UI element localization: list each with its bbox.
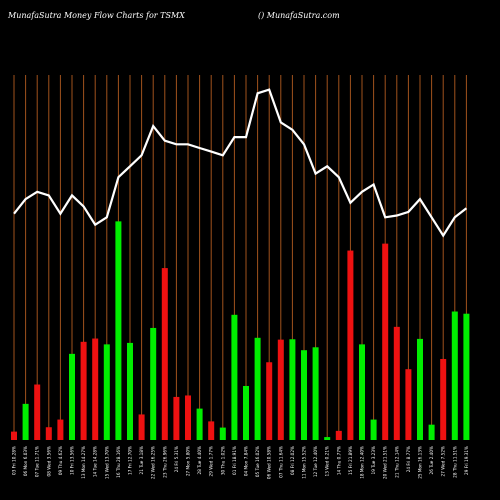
x-tick-label: 13 Mon 14.27% — [81, 446, 86, 479]
money-flow-bars — [11, 221, 470, 440]
money-flow-bar — [428, 424, 435, 440]
x-tick-label: 29 Wed 1.77% — [209, 446, 214, 476]
x-tick-label: 28 Tue 4.40% — [197, 446, 202, 474]
x-tick-label: 21 Thu 12.14% — [394, 446, 399, 478]
money-flow-bar — [417, 338, 423, 440]
money-flow-bar — [92, 338, 99, 440]
money-flow-bar — [382, 243, 389, 440]
x-tick-label: 07 Thu 11.64% — [278, 446, 283, 478]
money-flow-bar — [138, 414, 145, 440]
money-flow-bar — [173, 396, 180, 440]
watermark: () MunafaSutra.com — [258, 11, 340, 20]
x-tick-label: 06 Mon 6.03% — [23, 446, 28, 476]
x-tick-label: 27 Mon 5.80% — [186, 446, 191, 476]
money-flow-bar — [301, 350, 307, 440]
x-tick-label: 04 Mon 7.84% — [244, 446, 249, 476]
money-flow-bar — [57, 419, 64, 440]
money-flow-bar — [161, 268, 168, 440]
money-flow-bar — [185, 395, 191, 440]
x-tick-label: 15 Fri 21.89% — [348, 446, 353, 475]
x-tick-label: 24 Fri 8.77% — [406, 446, 411, 472]
x-tick-label: 14 Thu 0.77% — [336, 446, 341, 475]
x-tick-label: 08 Wed 3.56% — [46, 446, 51, 476]
money-flow-bar — [11, 431, 17, 440]
money-flow-bar — [359, 344, 365, 440]
money-flow-bar — [34, 384, 41, 440]
chart-title: MunafaSutra Money Flow Charts for TSMX — [7, 11, 185, 20]
x-tick-label: 23 Thu 26.96% — [162, 446, 167, 478]
money-flow-bar — [463, 313, 470, 440]
x-tick-label: 09 Thu 4.62% — [58, 446, 63, 475]
money-flow-bar — [393, 326, 400, 440]
x-tick-label: 28 Thu 11.51% — [452, 446, 457, 478]
money-flow-bar — [231, 314, 238, 440]
money-flow-bar — [127, 342, 133, 440]
x-tick-label: 07 Tue 11.71% — [35, 446, 40, 477]
x-tick-label: 01 Fri 18.91% — [232, 446, 237, 475]
money-flow-bar — [80, 341, 87, 440]
x-tick-label: 05 Tue 16.02% — [255, 446, 260, 477]
x-tick-label: 22 Wed 16.25% — [151, 446, 156, 479]
x-tick-label: 29 Fri 19.31% — [464, 446, 469, 475]
money-flow-bar — [347, 250, 354, 440]
money-flow-bar — [254, 337, 261, 440]
money-flow-bar — [219, 427, 226, 440]
x-tick-label: 24 Fri 5.31% — [174, 446, 179, 472]
x-tick-label: 11 Mon 15.52% — [302, 446, 307, 479]
money-flow-bar — [277, 339, 284, 440]
x-tick-label: 15 Wed 13.70% — [104, 446, 109, 479]
x-tick-label: 14 Tue 14.28% — [93, 446, 98, 477]
money-flow-bar — [69, 353, 75, 440]
money-flow-bar — [370, 419, 377, 440]
x-tick-label: 27 Wed 7.52% — [441, 446, 446, 476]
money-flow-bar — [243, 385, 249, 440]
money-flow-bar — [115, 221, 122, 440]
x-tick-label: 13 Wed 0.21% — [325, 446, 330, 476]
money-flow-bar — [451, 311, 458, 440]
money-flow-bar — [22, 403, 29, 440]
x-tick-label: 21 Tue 3.18% — [139, 446, 144, 474]
money-flow-bar — [312, 347, 319, 440]
x-tick-label: 20 Wed 21.51% — [383, 446, 388, 479]
price-line — [13, 88, 468, 238]
money-flow-bar — [405, 369, 412, 440]
x-tick-label: 03 Fri 10.28% — [12, 446, 17, 475]
money-flow-bar — [196, 408, 203, 440]
x-tick-label: 10 Fri 13.56% — [70, 446, 75, 475]
x-tick-label: 18 Mon 12.40% — [360, 446, 365, 479]
x-tick-label: 08 Fri 12.02% — [290, 446, 295, 475]
money-flow-bar — [103, 344, 110, 440]
money-flow-bar — [266, 362, 273, 440]
x-axis-tick-labels: 03 Fri 10.28% 06 Mon 6.03% 07 Tue 11.71% 08… — [12, 446, 469, 479]
money-flow-bar — [440, 358, 447, 440]
x-tick-label: 30 Thu 1.02% — [220, 446, 225, 475]
x-tick-label: 25 Mon 16.13% — [418, 446, 423, 479]
x-tick-label: 17 Fri 12.70% — [128, 446, 133, 475]
x-tick-label: 16 Thu 28.16% — [116, 446, 121, 478]
money-flow-bar — [324, 437, 331, 440]
money-flow-bar — [45, 427, 52, 440]
money-flow-bar — [335, 430, 342, 440]
x-tick-label: 19 Tue 3.23% — [371, 446, 376, 474]
money-flow-bar — [289, 339, 296, 440]
x-tick-label: 26 Tue 2.40% — [429, 446, 434, 474]
x-tick-label: 12 Tue 12.40% — [313, 446, 318, 477]
money-flow-bar — [150, 327, 157, 440]
money-flow-bar — [208, 421, 215, 440]
x-tick-label: 06 Wed 10.58% — [267, 446, 272, 479]
